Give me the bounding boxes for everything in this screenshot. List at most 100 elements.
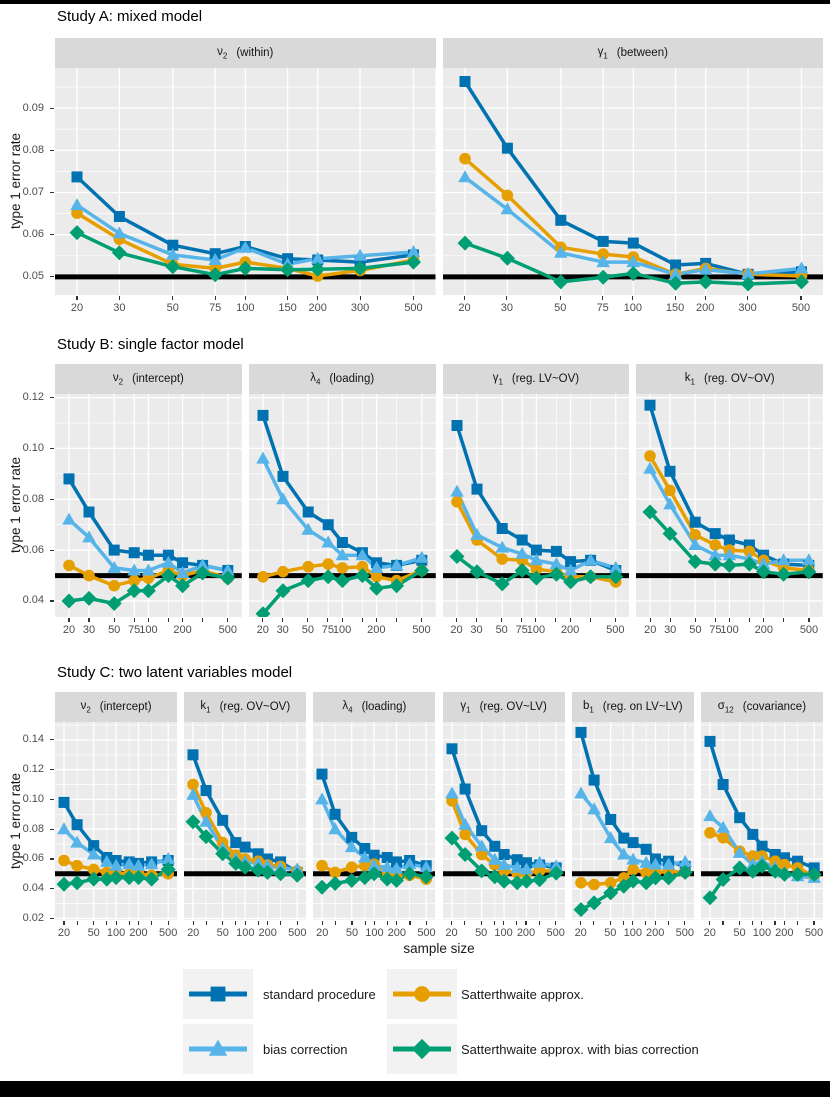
x-tick-label: 300 <box>350 302 370 314</box>
x-tick-mark <box>521 618 523 622</box>
panel-parameter: γ1 <box>492 371 503 387</box>
x-tick-mark <box>118 296 120 300</box>
square-marker-icon <box>189 986 247 1002</box>
x-tick-mark <box>622 921 624 925</box>
x-tick-mark <box>307 618 309 622</box>
x-tick-mark <box>205 921 207 925</box>
x-tick-mark <box>262 618 264 622</box>
x-tick-mark <box>106 921 108 925</box>
panel-description: (reg. on LV~LV) <box>602 701 683 713</box>
panel-parameter: k1 <box>200 699 211 715</box>
x-tick-mark <box>774 921 776 925</box>
legend-key-satterthwaite-bias-correction <box>387 1024 457 1074</box>
x-tick-mark <box>137 921 140 925</box>
x-tick-mark <box>63 921 65 925</box>
x-tick-mark <box>783 618 785 622</box>
x-tick-mark <box>813 921 815 925</box>
panel-strip: ν2 (within) <box>55 38 436 68</box>
x-tick-label: 500 <box>417 927 436 939</box>
x-tick-label: 50 <box>87 927 100 939</box>
x-tick-mark <box>704 296 706 300</box>
x-tick-label: 200 <box>646 927 665 939</box>
x-tick-mark <box>480 921 482 925</box>
x-tick-label: 200 <box>387 927 406 939</box>
x-tick-mark <box>654 921 656 925</box>
x-tick-mark <box>714 618 716 622</box>
x-tick-label: 50 <box>166 302 179 314</box>
x-tick-label: 30 <box>113 302 126 314</box>
x-tick-label: 100 <box>365 927 384 939</box>
y-tick-label: 0.10 <box>22 441 44 454</box>
x-tick-label: 20 <box>445 927 458 939</box>
x-tick-label: 500 <box>412 624 431 636</box>
x-tick-label: 75 <box>709 624 722 636</box>
x-tick-mark <box>602 296 604 300</box>
x-tick-mark <box>559 296 561 300</box>
x-tick-mark <box>128 921 130 925</box>
x-tick-mark <box>133 618 135 622</box>
x-tick-mark <box>761 921 763 925</box>
top-black-bar <box>0 0 830 4</box>
x-tick-mark <box>151 921 153 925</box>
x-tick-label: 75 <box>515 624 528 636</box>
x-tick-label: 100 <box>494 927 513 939</box>
x-tick-mark <box>282 618 284 622</box>
x-tick-label: 20 <box>62 624 76 636</box>
y-tick-mark <box>50 798 54 800</box>
x-tick-label: 20 <box>644 624 657 636</box>
legend-key-satterthwaite-approx <box>387 969 457 1019</box>
legend-label-bias-correction: bias correction <box>263 1041 348 1057</box>
x-tick-mark <box>493 921 495 925</box>
x-tick-mark <box>113 618 115 622</box>
panel-strip: σ12 (covariance) <box>700 692 823 722</box>
x-tick-mark <box>722 921 724 925</box>
x-tick-mark <box>214 296 216 300</box>
y-tick-mark <box>50 234 54 236</box>
panel-parameter: ν2 <box>80 699 91 715</box>
x-tick-label: 50 <box>689 624 702 636</box>
x-tick-label: 200 <box>367 624 386 636</box>
x-tick-label: 500 <box>159 927 178 939</box>
panel-description: (intercept) <box>132 373 184 385</box>
x-tick-label: 100 <box>236 302 255 314</box>
panel-description: (reg. OV~OV) <box>703 373 775 385</box>
y-tick-label: 0.05 <box>22 270 44 283</box>
y-tick-mark <box>50 447 54 449</box>
x-tick-mark <box>147 618 149 622</box>
x-tick-mark <box>580 921 582 925</box>
y-tick-label: 0.14 <box>22 733 44 746</box>
x-tick-label: 20 <box>316 927 329 939</box>
x-tick-mark <box>227 618 229 622</box>
y-tick-mark <box>50 149 54 151</box>
y-tick-label: 0.10 <box>22 792 44 805</box>
x-tick-mark <box>455 618 458 622</box>
x-tick-label: 200 <box>258 927 277 939</box>
legend-key-standard-procedure <box>183 969 253 1019</box>
x-tick-mark <box>395 618 397 622</box>
y-tick-mark <box>50 739 54 741</box>
x-tick-label: 300 <box>738 302 757 314</box>
x-tick-label: 50 <box>345 927 359 939</box>
x-tick-mark <box>93 921 95 925</box>
x-tick-label: 500 <box>288 927 307 939</box>
x-tick-label: 50 <box>301 624 315 636</box>
x-tick-mark <box>632 296 634 300</box>
x-tick-label: 500 <box>799 624 819 636</box>
x-tick-mark <box>709 921 711 925</box>
y-tick-mark <box>50 276 54 278</box>
x-tick-label: 50 <box>216 927 229 939</box>
x-tick-label: 20 <box>256 624 269 636</box>
panel-plot <box>442 722 565 920</box>
diamond-marker-icon <box>393 1038 451 1060</box>
x-tick-label: 100 <box>623 302 642 314</box>
x-tick-mark <box>752 921 754 925</box>
x-tick-label: 100 <box>139 624 158 636</box>
x-tick-label: 200 <box>173 624 192 636</box>
x-tick-label: 100 <box>106 927 126 939</box>
panel-description: (loading) <box>361 701 407 713</box>
x-tick-mark <box>76 921 78 925</box>
x-tick-label: 20 <box>703 927 716 939</box>
x-tick-label: 20 <box>57 927 71 939</box>
y-tick-label: 0.08 <box>22 822 44 835</box>
panel-description: (within) <box>236 47 274 59</box>
